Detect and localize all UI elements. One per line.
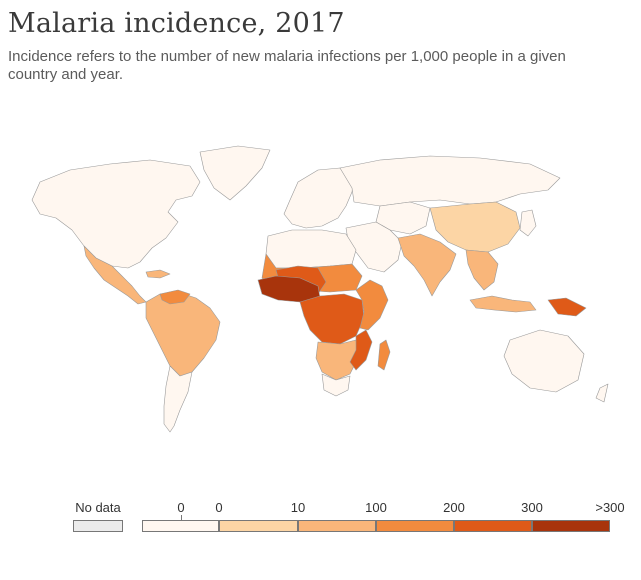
- region-south-america-south[interactable]: [163, 365, 193, 433]
- region-venezuela-guyana[interactable]: [159, 289, 191, 305]
- region-south-asia[interactable]: [397, 233, 457, 297]
- legend: No data 0 0 10 100 200 300 >300: [0, 498, 641, 548]
- legend-tick-label: 100: [365, 500, 387, 515]
- legend-tick-label: 200: [443, 500, 465, 515]
- legend-swatch: [532, 520, 610, 532]
- page-subtitle: Incidence refers to the number of new ma…: [8, 48, 566, 83]
- region-russia[interactable]: [339, 155, 561, 207]
- region-southern-africa[interactable]: [315, 339, 359, 381]
- region-papua[interactable]: [547, 297, 587, 317]
- page-title: Malaria incidence, 2017: [8, 8, 345, 39]
- region-mozambique[interactable]: [349, 329, 373, 371]
- region-central-africa[interactable]: [299, 293, 365, 345]
- legend-swatch: [219, 520, 298, 532]
- legend-swatch: [454, 520, 532, 532]
- region-south-africa[interactable]: [321, 373, 351, 397]
- legend-swatch: [142, 520, 219, 532]
- region-new-zealand[interactable]: [595, 383, 609, 403]
- region-greenland[interactable]: [199, 145, 271, 201]
- region-east-africa[interactable]: [355, 279, 389, 331]
- legend-tick-label: 300: [521, 500, 543, 515]
- legend-tick: [181, 515, 182, 520]
- region-china[interactable]: [429, 201, 521, 253]
- region-australia[interactable]: [503, 329, 585, 393]
- region-south-america-north[interactable]: [145, 291, 221, 377]
- region-indonesia[interactable]: [469, 295, 537, 313]
- legend-no-data-label: No data: [75, 500, 121, 515]
- legend-no-data-swatch: [73, 520, 123, 532]
- region-madagascar[interactable]: [377, 339, 391, 371]
- region-southeast-asia[interactable]: [465, 249, 499, 291]
- legend-swatch: [376, 520, 454, 532]
- region-north-africa[interactable]: [265, 229, 357, 269]
- legend-tick-label: 0: [177, 500, 185, 515]
- region-japan-korea[interactable]: [519, 209, 537, 237]
- region-europe[interactable]: [283, 167, 355, 229]
- world-map: [31, 145, 609, 433]
- legend-tick-label: 10: [290, 500, 306, 515]
- region-mexico-central-america[interactable]: [83, 245, 147, 305]
- region-north-america[interactable]: [31, 159, 201, 269]
- legend-tick-label: 0: [215, 500, 223, 515]
- region-caribbean[interactable]: [145, 269, 171, 279]
- legend-tick-label: >300: [595, 500, 625, 515]
- legend-swatch: [298, 520, 376, 532]
